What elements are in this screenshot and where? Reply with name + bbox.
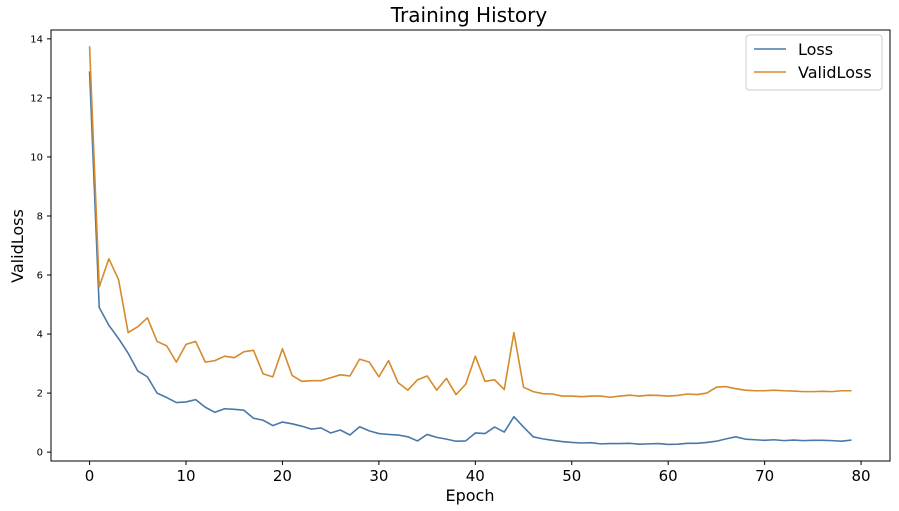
y-axis-ticks: 0 2 4 6 8 10 12 14 [30, 34, 51, 459]
x-tick-label: 60 [659, 467, 678, 485]
legend: Loss ValidLoss [745, 34, 883, 91]
y-tick-label: 2 [37, 389, 43, 400]
legend-label-validloss: ValidLoss [798, 63, 872, 82]
y-tick-label: 4 [37, 330, 43, 341]
y-tick-label: 8 [37, 211, 43, 222]
legend-label-loss: Loss [798, 40, 833, 59]
x-tick-label: 50 [562, 467, 581, 485]
x-axis-ticks: 0 10 20 30 40 50 60 70 80 [85, 461, 871, 485]
x-tick-label: 10 [176, 467, 195, 485]
y-tick-label: 0 [37, 448, 43, 459]
series-line-validloss [88, 46, 852, 399]
x-tick-label: 70 [755, 467, 774, 485]
y-tick-label: 6 [37, 271, 43, 282]
plot-area: 0 10 20 30 40 50 60 70 80 0 2 4 6 8 10 12 14 [30, 29, 891, 485]
chart-title: Training History [390, 3, 548, 27]
y-tick-label: 10 [30, 152, 43, 163]
series-line-loss [88, 71, 852, 446]
y-axis-label: ValidLoss [8, 209, 27, 283]
series-layer [88, 46, 852, 446]
x-tick-label: 40 [466, 467, 485, 485]
y-tick-label: 14 [30, 34, 43, 45]
x-tick-label: 80 [852, 467, 871, 485]
x-tick-label: 0 [85, 467, 95, 485]
x-tick-label: 30 [369, 467, 388, 485]
y-tick-label: 12 [30, 93, 43, 104]
x-axis-label: Epoch [446, 486, 495, 505]
plot-frame [50, 29, 891, 462]
x-tick-label: 20 [273, 467, 292, 485]
